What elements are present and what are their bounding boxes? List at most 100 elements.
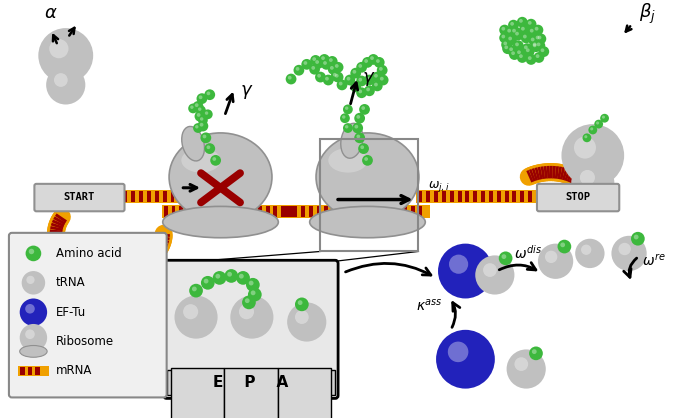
Ellipse shape (529, 36, 539, 46)
Ellipse shape (531, 41, 541, 51)
Ellipse shape (192, 286, 197, 291)
Ellipse shape (203, 279, 208, 283)
Ellipse shape (298, 300, 303, 305)
Ellipse shape (575, 239, 605, 268)
Ellipse shape (295, 298, 309, 311)
Ellipse shape (354, 133, 365, 143)
Ellipse shape (612, 236, 647, 271)
Bar (227, 206, 230, 217)
Bar (419, 191, 423, 202)
Ellipse shape (534, 52, 545, 63)
Bar (18, 366, 49, 376)
Ellipse shape (535, 27, 538, 31)
Ellipse shape (582, 133, 591, 142)
Bar (416, 190, 551, 203)
Bar (332, 206, 336, 217)
FancyBboxPatch shape (537, 184, 619, 211)
Ellipse shape (345, 75, 356, 85)
Ellipse shape (230, 296, 273, 339)
Ellipse shape (200, 117, 203, 121)
Ellipse shape (20, 324, 47, 352)
Ellipse shape (323, 61, 327, 65)
Ellipse shape (198, 115, 208, 125)
Ellipse shape (251, 291, 256, 295)
Bar (419, 206, 423, 217)
Ellipse shape (20, 298, 47, 326)
Bar (242, 206, 246, 217)
Ellipse shape (590, 127, 593, 130)
Bar (162, 205, 296, 218)
Ellipse shape (325, 77, 329, 81)
Text: tRNA: tRNA (56, 276, 86, 289)
Ellipse shape (372, 81, 383, 91)
Ellipse shape (366, 87, 370, 91)
Ellipse shape (293, 65, 304, 76)
Ellipse shape (287, 302, 326, 342)
Ellipse shape (377, 65, 388, 76)
Ellipse shape (353, 70, 356, 74)
Ellipse shape (517, 17, 527, 28)
Ellipse shape (515, 48, 525, 59)
Ellipse shape (536, 43, 540, 46)
Ellipse shape (343, 123, 353, 133)
Bar (90, 190, 178, 203)
Bar (481, 191, 485, 202)
Ellipse shape (513, 30, 524, 41)
Ellipse shape (183, 304, 198, 319)
Ellipse shape (339, 82, 342, 85)
Ellipse shape (362, 57, 373, 68)
Bar (497, 191, 501, 202)
Ellipse shape (356, 87, 367, 98)
Ellipse shape (532, 25, 543, 36)
Ellipse shape (195, 103, 199, 107)
Bar (27, 367, 32, 375)
Ellipse shape (26, 276, 34, 284)
Text: $\omega^{re}$: $\omega^{re}$ (642, 253, 666, 269)
Ellipse shape (534, 41, 545, 51)
Ellipse shape (312, 57, 316, 61)
Ellipse shape (328, 64, 338, 75)
Ellipse shape (192, 101, 203, 112)
Ellipse shape (246, 278, 260, 292)
Bar (403, 206, 407, 217)
Bar (321, 139, 419, 252)
Ellipse shape (182, 148, 221, 173)
Ellipse shape (528, 21, 532, 25)
Ellipse shape (519, 19, 523, 23)
Ellipse shape (330, 66, 334, 70)
Ellipse shape (562, 124, 624, 187)
Bar (489, 191, 493, 202)
Ellipse shape (508, 29, 511, 33)
Bar (139, 191, 143, 202)
Ellipse shape (358, 64, 362, 68)
Text: Ribosome: Ribosome (56, 335, 114, 348)
Bar (187, 206, 191, 217)
Ellipse shape (536, 54, 540, 58)
Bar (92, 191, 96, 202)
Ellipse shape (199, 95, 203, 99)
Ellipse shape (600, 114, 609, 122)
Ellipse shape (354, 125, 358, 129)
Ellipse shape (521, 33, 532, 43)
Bar (171, 191, 175, 202)
Bar (203, 206, 207, 217)
Bar (179, 206, 184, 217)
Bar (458, 191, 462, 202)
Ellipse shape (529, 347, 543, 360)
Bar (155, 191, 159, 202)
Ellipse shape (501, 27, 505, 31)
Text: EF-Tu: EF-Tu (56, 306, 86, 319)
Ellipse shape (25, 246, 41, 261)
Ellipse shape (509, 49, 520, 60)
Ellipse shape (315, 60, 319, 64)
Ellipse shape (512, 29, 516, 33)
Ellipse shape (288, 76, 292, 79)
Ellipse shape (350, 82, 361, 92)
Ellipse shape (340, 123, 363, 158)
Ellipse shape (343, 104, 353, 114)
Bar (277, 368, 332, 418)
Ellipse shape (364, 157, 368, 161)
Ellipse shape (303, 61, 308, 65)
Ellipse shape (634, 234, 638, 240)
Bar (132, 191, 136, 202)
